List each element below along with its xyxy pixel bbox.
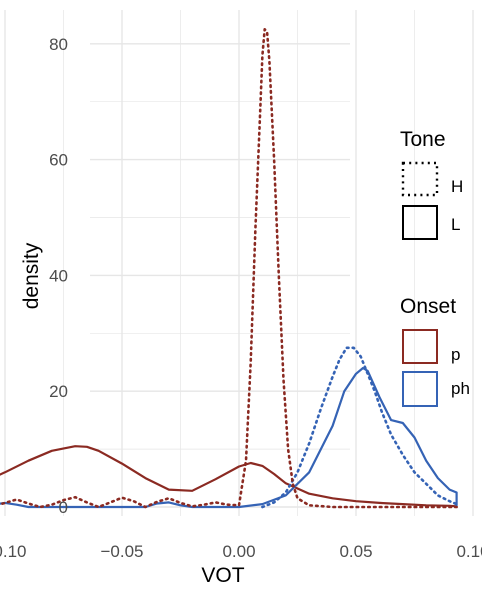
legend-label-h: H — [451, 177, 463, 196]
density-line-p-l — [0, 445, 458, 508]
density-line-ph-h — [261, 346, 458, 509]
y-tick-label: 40 — [49, 266, 68, 285]
legend-label-l: L — [451, 215, 460, 234]
legend-key-ph-swatch — [402, 371, 438, 407]
series-lines — [0, 28, 458, 509]
legend-key-p: p — [402, 329, 460, 364]
x-tick-label: 0.05 — [339, 542, 372, 561]
density-line-ph-l — [0, 366, 458, 509]
y-tick-label: 60 — [49, 151, 68, 170]
legend-onset-title: Onset — [400, 295, 456, 318]
legend-label-ph: ph — [451, 379, 470, 398]
legend-onset: Onset p ph — [400, 295, 470, 407]
x-axis-ticks: −0.10 −0.05 0.00 0.05 0.10 — [0, 542, 482, 561]
y-tick-label: 80 — [49, 35, 68, 54]
legend-tone: Tone H L — [400, 128, 463, 240]
legend-key-l-swatch — [402, 205, 438, 240]
legend-key-h: H — [401, 161, 463, 197]
x-tick-label: −0.05 — [100, 542, 143, 561]
y-tick-label: 20 — [49, 382, 68, 401]
legend-label-p: p — [451, 345, 460, 364]
y-axis-ticks: 0 20 40 60 80 — [49, 35, 68, 517]
y-axis-title: density — [20, 242, 43, 309]
x-tick-label: 0.00 — [222, 542, 255, 561]
legend-key-l: L — [402, 205, 460, 240]
x-tick-label: −0.10 — [0, 542, 27, 561]
x-axis-title: VOT — [201, 564, 244, 587]
x-tick-label: 0.10 — [456, 542, 482, 561]
y-tick-label: 0 — [59, 498, 68, 517]
grid — [4, 10, 474, 516]
legend-key-h-swatch — [401, 161, 439, 197]
legend-tone-title: Tone — [400, 128, 446, 151]
density-line-p-h — [0, 28, 458, 509]
legend-key-ph: ph — [402, 371, 470, 407]
legend-key-p-swatch — [402, 329, 438, 364]
